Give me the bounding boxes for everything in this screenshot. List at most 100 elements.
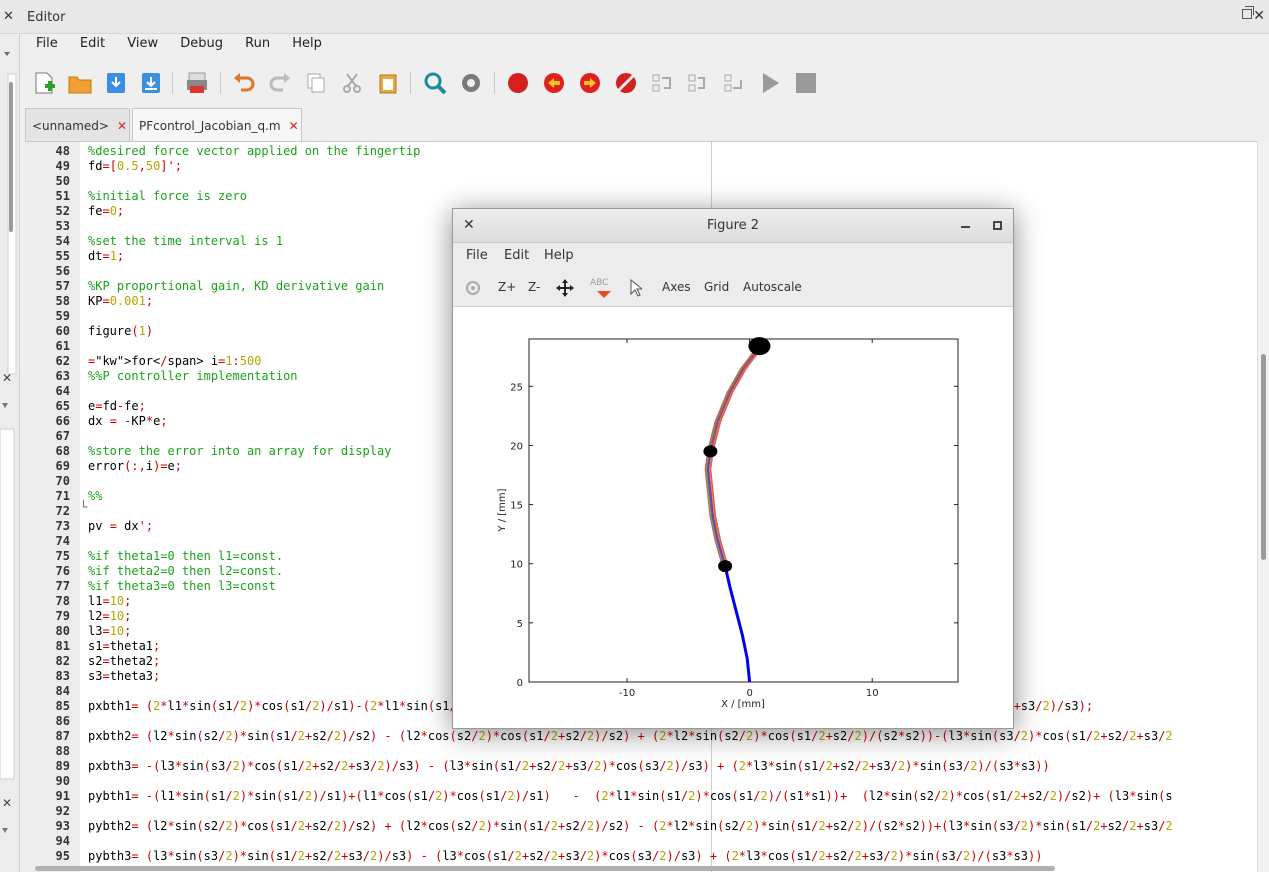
copy-icon[interactable] [303, 70, 329, 96]
code-line[interactable]: 57 %KP proportional gain, KD derivative g… [25, 279, 1269, 294]
maximize-icon[interactable] [993, 221, 1002, 230]
code-line[interactable]: 78 l1=10; [25, 594, 1269, 609]
code-line[interactable]: 64 [25, 384, 1269, 399]
code-line[interactable]: 69 error(:,i)=e; [25, 459, 1269, 474]
code-line[interactable]: 82 s2=theta2; [25, 654, 1269, 669]
save-as-icon[interactable] [138, 70, 164, 96]
code-line[interactable]: 50 [25, 174, 1269, 189]
rotate-icon[interactable] [465, 280, 481, 296]
fold-marker[interactable]: └ [80, 500, 88, 514]
code-line[interactable]: 51 %initial force is zero [25, 189, 1269, 204]
code-line[interactable]: 67 [25, 429, 1269, 444]
code-line[interactable]: 53 [25, 219, 1269, 234]
code-line[interactable]: 86 [25, 714, 1269, 729]
code-line[interactable]: 79 l2=10; [25, 609, 1269, 624]
stop-icon[interactable] [793, 70, 819, 96]
code-line[interactable]: 54 %set the time interval is 1 [25, 234, 1269, 249]
cut-icon[interactable] [339, 70, 365, 96]
text-tool-button[interactable]: ABC [590, 278, 609, 288]
menu-debug[interactable]: Debug [180, 36, 223, 51]
step-out-icon[interactable] [721, 70, 747, 96]
code-line[interactable]: 62 ="kw">for</span> i=1:500 [25, 354, 1269, 369]
menu-run[interactable]: Run [245, 36, 271, 51]
open-folder-icon[interactable] [67, 70, 93, 96]
find-icon[interactable] [422, 70, 448, 96]
code-line[interactable]: 80 l3=10; [25, 624, 1269, 639]
close-icon[interactable]: ✕ [3, 9, 14, 24]
zoom-out-button[interactable]: Z- [528, 280, 541, 294]
code-line[interactable]: 88 [25, 744, 1269, 759]
code-line[interactable]: 65 e=fd-fe; [25, 399, 1269, 414]
previous-breakpoint-icon[interactable] [541, 70, 567, 96]
autoscale-button[interactable]: Autoscale [743, 280, 802, 294]
new-file-icon[interactable] [31, 70, 57, 96]
undo-icon[interactable] [231, 70, 257, 96]
close-tab-icon[interactable]: ✕ [116, 119, 128, 133]
figure-menu-help[interactable]: Help [544, 248, 574, 263]
close-tab-icon[interactable]: ✕ [288, 119, 299, 133]
code-line[interactable]: 56 [25, 264, 1269, 279]
code-line[interactable]: 93 pybth2= (l2*sin(s2/2)*cos(s1/2+s2/2)/s… [25, 819, 1269, 834]
menu-help[interactable]: Help [292, 36, 322, 51]
code-line[interactable]: 89 pxbth3= -(l3*sin(s3/2)*cos(s1/2+s2/2+s… [25, 759, 1269, 774]
plot-canvas[interactable]: -10 0 10 0 5 10 15 20 25 X / [mm] Y / [mm] [453, 307, 1013, 728]
code-line[interactable]: 70 [25, 474, 1269, 489]
figure-menu-file[interactable]: File [466, 248, 488, 263]
settings-icon[interactable] [458, 70, 484, 96]
tab-pfcontrol-jacobian[interactable]: PFcontrol_Jacobian_q.m ✕ [132, 108, 302, 141]
step-over-icon[interactable] [649, 70, 675, 96]
code-line[interactable]: 74 [25, 534, 1269, 549]
code-line[interactable]: 83 s3=theta3; [25, 669, 1269, 684]
code-line[interactable]: 61 [25, 339, 1269, 354]
code-line[interactable]: 77 %if theta3=0 then l3=const [25, 579, 1269, 594]
code-line[interactable]: 72 [25, 504, 1269, 519]
figure-menu-edit[interactable]: Edit [504, 248, 530, 263]
figure-close-icon[interactable]: ✕ [463, 217, 475, 233]
breakpoint-icon[interactable] [505, 70, 531, 96]
axes-button[interactable]: Axes [662, 280, 691, 294]
code-line[interactable]: 48 %desired force vector applied on the f… [25, 144, 1269, 159]
code-line[interactable]: 90 [25, 774, 1269, 789]
select-pointer-icon[interactable] [630, 279, 642, 297]
remove-breakpoints-icon[interactable] [613, 70, 639, 96]
menu-edit[interactable]: Edit [79, 36, 106, 51]
run-icon[interactable] [757, 70, 783, 96]
menu-file[interactable]: File [36, 36, 58, 51]
code-line[interactable]: 95 pybth3= (l3*sin(s3/2)*sin(s1/2+s2/2+s3… [25, 849, 1269, 864]
code-line[interactable]: 66 dx = -KP*e; [25, 414, 1269, 429]
code-line[interactable]: 59 [25, 309, 1269, 324]
code-line[interactable]: 52 fe=0; [25, 204, 1269, 219]
vertical-scrollbar[interactable] [1257, 141, 1269, 872]
save-icon[interactable] [103, 70, 129, 96]
code-line[interactable]: 63 %%P controller implementation [25, 369, 1269, 384]
code-line[interactable]: 58 KP=0.001; [25, 294, 1269, 309]
code-line[interactable]: 81 s1=theta1; [25, 639, 1269, 654]
code-line[interactable]: 84 [25, 684, 1269, 699]
code-line[interactable]: 55 dt=1; [25, 249, 1269, 264]
code-line[interactable]: 73 pv = dx'; [25, 519, 1269, 534]
tab-unnamed[interactable]: <unnamed> ✕ [25, 108, 130, 141]
code-line[interactable]: 76 %if theta2=0 then l2=const. [25, 564, 1269, 579]
text-tool-arrow-icon[interactable] [597, 291, 611, 299]
next-breakpoint-icon[interactable] [577, 70, 603, 96]
minimize-icon[interactable] [961, 226, 970, 228]
step-in-icon[interactable] [685, 70, 711, 96]
pan-icon[interactable] [556, 279, 574, 297]
code-line[interactable]: 68 %store the error into an array for dis… [25, 444, 1269, 459]
horizontal-scrollbar-thumb[interactable] [35, 866, 1055, 871]
code-line[interactable]: 75 %if theta1=0 then l1=const. [25, 549, 1269, 564]
menu-view[interactable]: View [127, 36, 159, 51]
redo-icon[interactable] [267, 70, 293, 96]
code-line[interactable]: 60 figure(1) [25, 324, 1269, 339]
grid-button[interactable]: Grid [704, 280, 730, 294]
scrollbar-thumb[interactable] [1261, 354, 1266, 560]
undock-icon[interactable] [1242, 6, 1254, 19]
print-icon[interactable] [184, 70, 210, 96]
zoom-in-button[interactable]: Z+ [498, 280, 517, 294]
code-line[interactable]: 87 pxbth2= (l2*sin(s2/2)*sin(s1/2+s2/2)/s… [25, 729, 1269, 744]
code-line[interactable]: 94 [25, 834, 1269, 849]
paste-icon[interactable] [375, 70, 401, 96]
code-line[interactable]: 71%% [25, 489, 1269, 504]
code-line[interactable]: 49 fd=[0.5,50]'; [25, 159, 1269, 174]
code-line[interactable]: 92 [25, 804, 1269, 819]
